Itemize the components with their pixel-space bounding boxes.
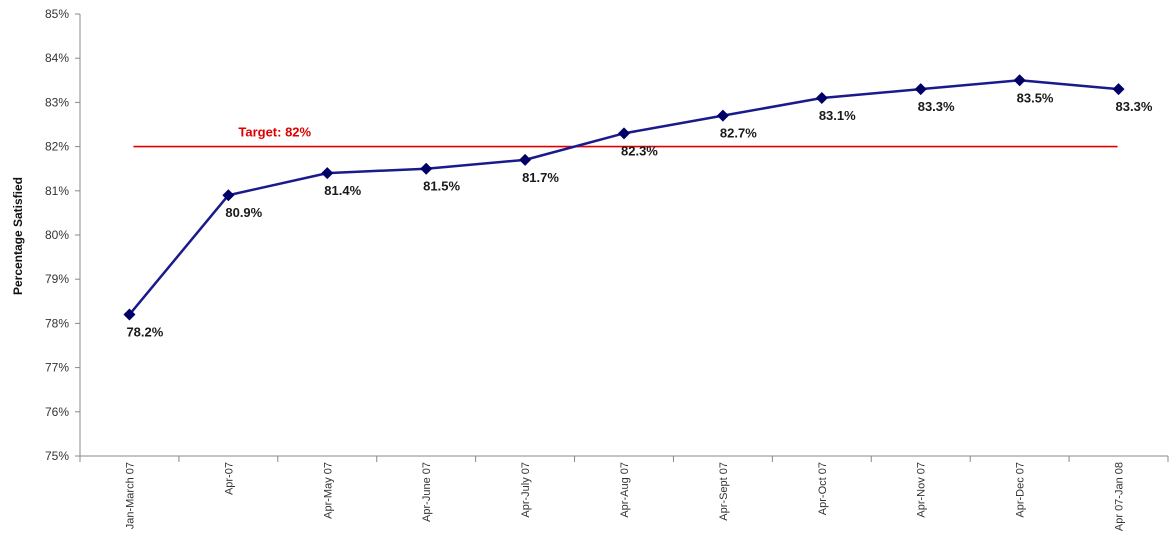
x-tick-label: Apr 07-Jan 08 (1114, 462, 1126, 531)
data-point-label: 82.7% (720, 126, 757, 141)
x-tick-label: Apr-Nov 07 (916, 462, 928, 518)
series-line (128, 79, 1119, 316)
data-point-label: 83.3% (1116, 99, 1153, 114)
data-point-label: 81.5% (423, 179, 460, 194)
data-point-label: 83.3% (918, 99, 955, 114)
y-tick-label: 84% (45, 51, 69, 65)
x-tick-label: Apr-Oct 07 (817, 462, 829, 515)
data-point-marker (618, 127, 630, 140)
y-tick-label: 76% (45, 405, 69, 419)
data-point-label: 78.2% (126, 325, 163, 340)
x-tick-label: Apr-07 (223, 462, 235, 495)
data-point-label: 82.3% (621, 143, 658, 158)
data-point-marker (815, 91, 828, 104)
data-point-marker (716, 109, 729, 122)
data-point-marker (519, 153, 532, 166)
x-ticks: Jan-March 07 Apr-07 Apr-May 07 Apr-June 07 A… (79, 456, 1169, 531)
x-tick-label: Apr-July 07 (520, 462, 532, 518)
data-point-label: 80.9% (225, 205, 262, 220)
data-point-marker (914, 83, 927, 96)
y-tick-label: 83% (45, 95, 69, 109)
y-ticks: 75% 76% 77% 78% 79% 80% 81% 82% 83% 84% 85% (45, 7, 80, 463)
y-tick-label: 77% (45, 361, 69, 375)
x-tick-label: Jan-March 07 (124, 462, 136, 529)
data-point-label: 81.4% (324, 183, 361, 198)
data-point-marker (123, 308, 136, 321)
y-tick-label: 78% (45, 316, 69, 330)
data-point-label: 83.1% (819, 108, 856, 123)
data-point-marker (222, 189, 235, 202)
data-point-marker (321, 167, 334, 180)
y-tick-label: 82% (45, 140, 69, 154)
x-tick-label: Apr-Aug 07 (619, 462, 631, 518)
data-point-label: 83.5% (1017, 90, 1054, 105)
target-group: Target: 82% (133, 125, 1118, 148)
data-point-marker (1013, 74, 1026, 87)
series-group (123, 74, 1125, 321)
x-tick-label: Apr-May 07 (322, 462, 334, 519)
x-tick-label: Apr-Dec 07 (1015, 462, 1027, 518)
data-point-marker (1112, 83, 1125, 96)
y-tick-label: 80% (45, 228, 69, 242)
y-axis-title-group: Percentage Satisfied (11, 177, 25, 295)
data-point-marker (420, 162, 433, 175)
y-tick-label: 75% (45, 449, 69, 463)
y-tick-label: 81% (45, 184, 69, 198)
x-tick-label: Apr-June 07 (421, 462, 433, 522)
data-point-label: 81.7% (522, 170, 559, 185)
target-label: Target: 82% (238, 125, 311, 140)
axes (79, 14, 1168, 457)
y-axis-title: Percentage Satisfied (11, 177, 25, 295)
y-tick-label: 79% (45, 272, 69, 286)
x-tick-label: Apr-Sept 07 (718, 462, 730, 521)
y-tick-label: 85% (45, 7, 69, 21)
data-labels: 78.2% 80.9% 81.4% 81.5% 81.7% 82.3% 82.7% 83.1%… (126, 90, 1152, 339)
